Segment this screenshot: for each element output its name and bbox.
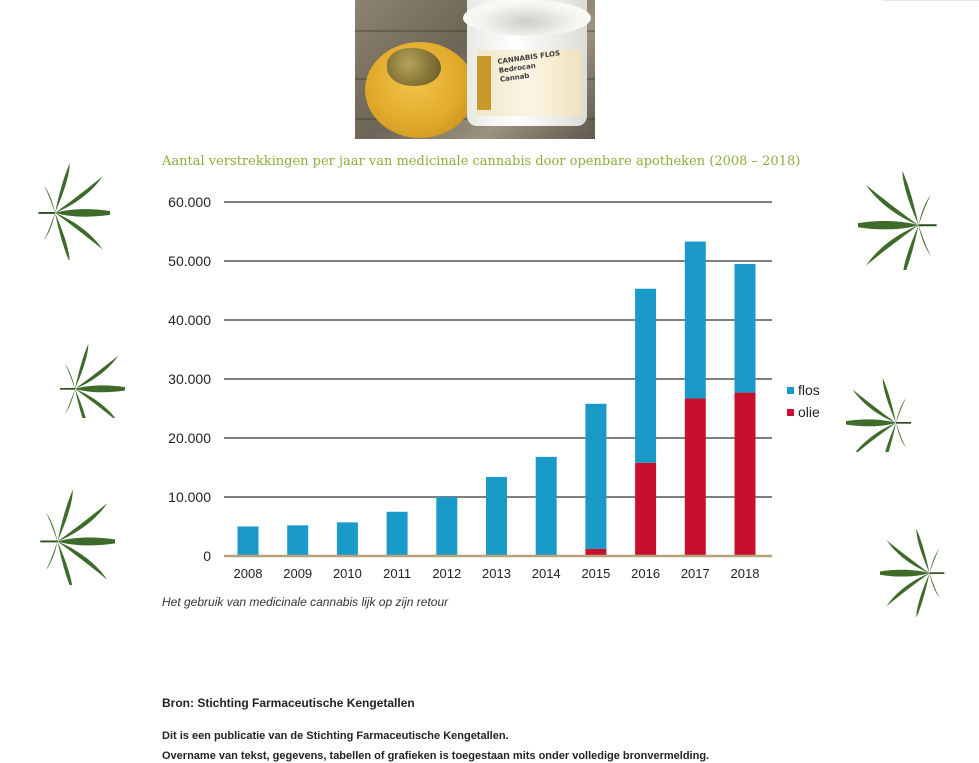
x-tick-label: 2012 (432, 566, 461, 581)
bar-olie (585, 548, 607, 556)
bar-flos (635, 288, 657, 463)
x-tick-label: 2014 (532, 566, 561, 581)
bar-olie (635, 462, 657, 556)
x-tick-label: 2009 (283, 566, 312, 581)
bar-olie (734, 392, 756, 556)
bar-flos (386, 511, 408, 556)
y-tick-label: 50.000 (168, 253, 211, 269)
legend-swatch-olie (787, 409, 794, 416)
publication-note: Dit is een publicatie van de Stichting F… (162, 730, 509, 742)
y-tick-label: 30.000 (168, 371, 211, 387)
x-tick-label: 2010 (333, 566, 362, 581)
y-tick-label: 0 (203, 548, 211, 564)
chart-caption: Het gebruik van medicinale cannabis lijk… (162, 595, 449, 609)
x-tick-label: 2011 (383, 566, 411, 581)
jar-opening (463, 0, 591, 36)
x-tick-label: 2013 (482, 566, 511, 581)
y-tick-label: 20.000 (168, 430, 211, 446)
legend-swatch-flos (787, 387, 794, 394)
y-tick-label: 40.000 (168, 312, 211, 328)
jar-label (477, 50, 581, 116)
bar-flos (585, 403, 607, 549)
bar-olie (684, 398, 706, 556)
top-divider (882, 0, 979, 1)
x-tick-label: 2016 (631, 566, 660, 581)
cannabis-bud (387, 48, 441, 86)
cannabis-jar-photo: CANNABIS FLOS Bedrocan Cannab (355, 0, 595, 139)
source-line: Bron: Stichting Farmaceutische Kengetall… (162, 696, 415, 710)
x-tick-label: 2008 (234, 566, 263, 581)
bar-flos (237, 526, 259, 556)
x-axis-tick-labels: 2008 2009 2010 2011 2012 2013 2014 2015 2016 2017… (234, 566, 760, 581)
y-tick-label: 60.000 (168, 194, 211, 210)
bars (237, 241, 756, 556)
x-tick-label: 2018 (731, 566, 760, 581)
bar-flos (684, 241, 706, 399)
legend: flos olie (787, 382, 820, 420)
x-tick-label: 2015 (581, 566, 610, 581)
stacked-bar-chart: 0 10.000 20.000 30.000 40.000 50.000 60.000 20… (168, 194, 820, 581)
y-axis-tick-labels: 0 10.000 20.000 30.000 40.000 50.000 60.000 (168, 194, 211, 564)
bar-flos (486, 476, 507, 556)
chart-title: Aantal verstrekkingen per jaar van medic… (162, 154, 801, 169)
legend-label-flos: flos (798, 382, 820, 398)
copyright-note: Overname van tekst, gegevens, tabellen o… (162, 750, 710, 762)
x-tick-label: 2017 (681, 566, 710, 581)
legend-label-olie: olie (798, 404, 820, 420)
bar-flos (436, 497, 458, 556)
bar-flos (287, 525, 309, 556)
bar-flos (734, 263, 756, 393)
bar-flos (336, 522, 358, 556)
y-tick-label: 10.000 (168, 489, 211, 505)
bar-flos (535, 456, 557, 556)
